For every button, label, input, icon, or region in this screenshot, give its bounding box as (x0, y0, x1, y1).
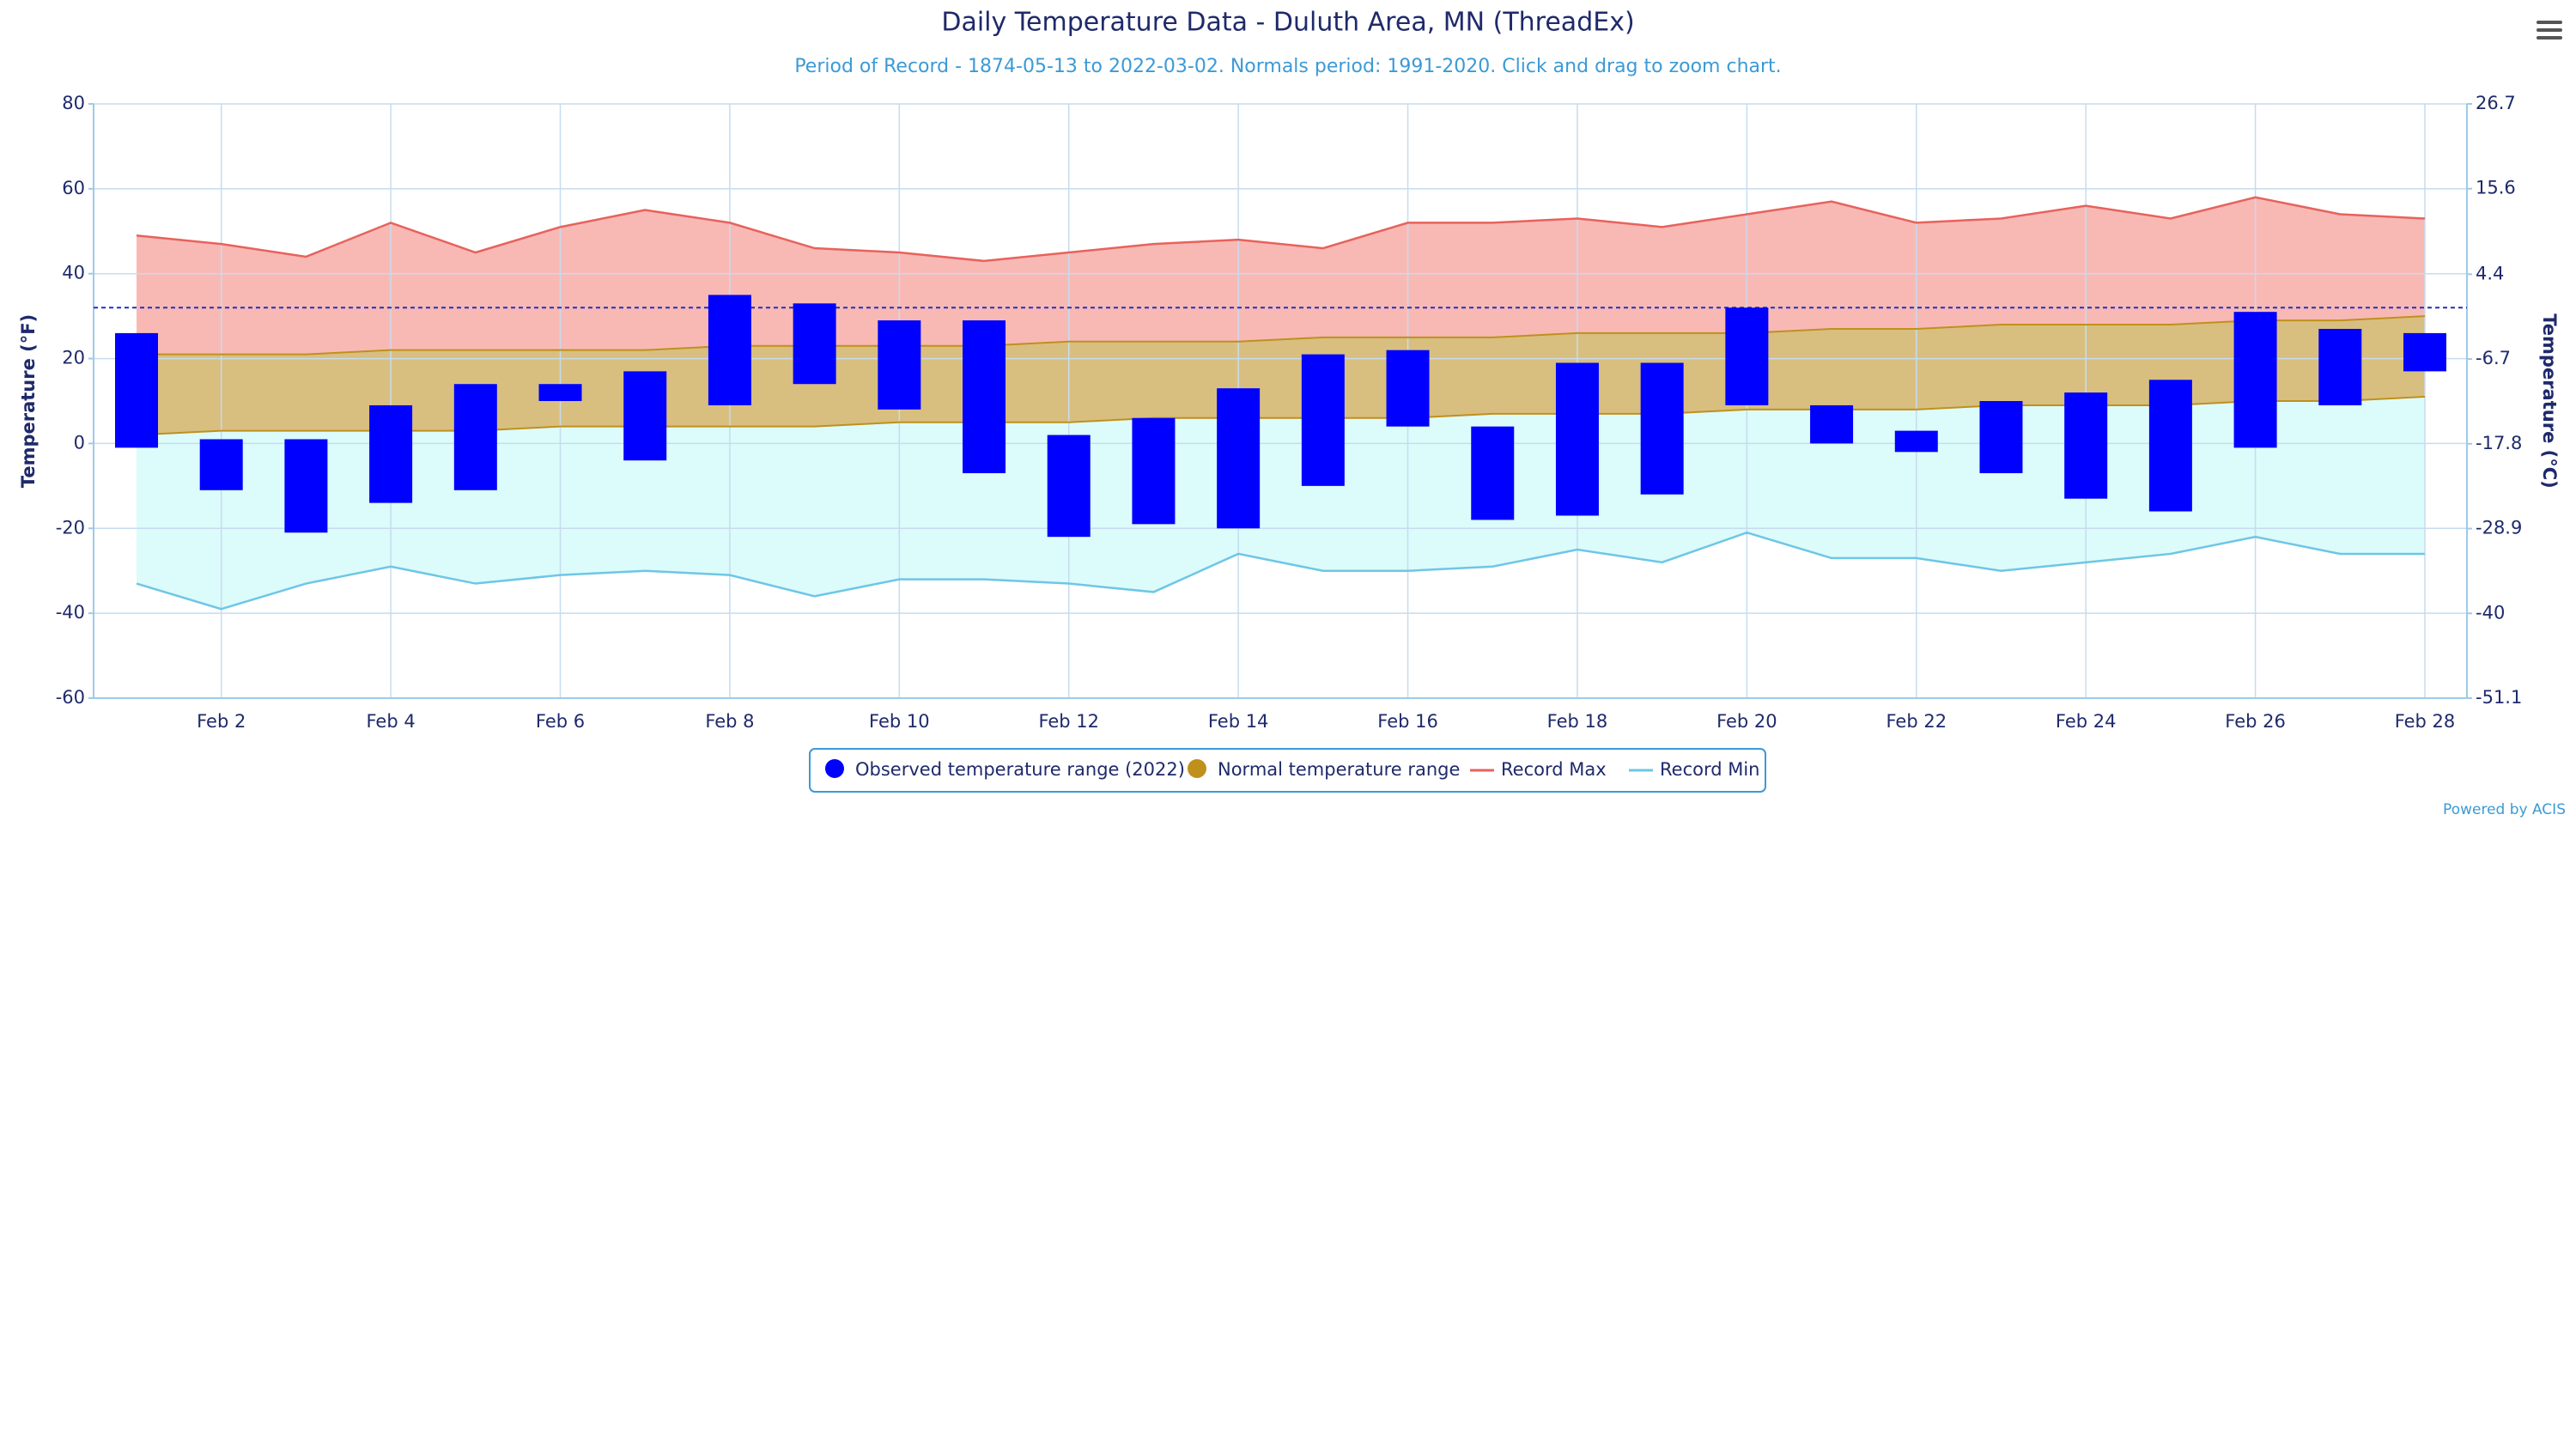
x-tick-label: Feb 4 (367, 711, 416, 732)
x-tick-label: Feb 16 (1377, 711, 1438, 732)
observed-bar (1979, 401, 2023, 474)
record-min-line (136, 531, 2425, 611)
observed-bar (2233, 312, 2277, 448)
record-min-area (137, 397, 2425, 610)
observed-bar (623, 371, 667, 461)
record-max-line (136, 196, 2426, 263)
legend-box (809, 748, 1766, 793)
x-tick-label: Feb 20 (1716, 711, 1777, 732)
normal-low-line (136, 396, 2426, 436)
y2-tick-label: -6.7 (2476, 348, 2511, 368)
y-tick-label: -60 (56, 687, 85, 708)
y-axis-title: Temperature (°F) (18, 314, 39, 488)
y2-tick-label: -40 (2476, 602, 2505, 623)
y2-tick-label: -28.9 (2476, 518, 2522, 538)
x-tick-label: Feb 12 (1038, 711, 1099, 732)
y2-tick-label: -51.1 (2476, 687, 2522, 708)
x-tick-label: Feb 6 (536, 711, 585, 732)
observed-bar (115, 332, 158, 448)
observed-bar (878, 320, 921, 410)
observed-bar (1217, 388, 1261, 529)
x-tick-label: Feb 24 (2056, 711, 2117, 732)
observed-bar (199, 439, 243, 490)
y-tick-label: -40 (56, 602, 85, 623)
legend-label: Normal temperature range (1218, 759, 1460, 780)
x-tick-label: Feb 2 (197, 711, 246, 732)
x-tick-label: Feb 18 (1547, 711, 1608, 732)
y-tick-label: 80 (62, 93, 85, 113)
x-tick-label: Feb 22 (1886, 711, 1947, 732)
y-tick-label: 60 (62, 178, 85, 198)
observed-bar (1132, 417, 1176, 525)
x-tick-label: Feb 14 (1208, 711, 1269, 732)
observed-bar (2064, 392, 2108, 499)
chart-title: Daily Temperature Data - Duluth Area, MN… (941, 8, 1634, 38)
observed-bar (453, 384, 497, 490)
menu-bar (2537, 36, 2562, 40)
y-tick-label: 40 (62, 263, 85, 283)
y-tick-label: 0 (74, 432, 85, 453)
legend-symbol (825, 759, 844, 778)
observed-bar (793, 303, 836, 385)
legend-label: Record Max (1501, 759, 1607, 780)
observed-bar (2403, 332, 2446, 372)
y2-tick-label: 15.6 (2476, 178, 2516, 198)
legend: Observed temperature range (2022) Normal … (809, 748, 1766, 793)
y2-tick-label: 4.4 (2476, 263, 2504, 283)
observed-bar (1725, 307, 1769, 405)
observed-bar (538, 384, 582, 401)
observed-bar (1894, 430, 1938, 453)
observed-bar (1810, 404, 1854, 444)
normal-high-line (137, 315, 2426, 356)
menu-button[interactable] (2537, 21, 2562, 40)
y2-tick-label: -17.8 (2476, 433, 2522, 453)
observed-bar (1471, 426, 1515, 520)
credit: Powered by ACIS (2443, 801, 2566, 818)
menu-bar (2537, 21, 2562, 24)
observed-bar (369, 404, 413, 503)
legend-label: Observed temperature range (2022) (855, 759, 1185, 780)
observed-bar (1047, 435, 1091, 538)
observed-bar (2148, 380, 2192, 512)
x-tick-label: Feb 28 (2395, 711, 2456, 732)
observed-bar (1386, 350, 1430, 427)
chart-subtitle: Period of Record - 1874-05-13 to 2022-03… (794, 56, 1781, 77)
observed-bar (708, 295, 751, 405)
observed-bar (1640, 362, 1684, 495)
y-tick-label: -20 (56, 517, 85, 538)
x-tick-label: Feb 26 (2225, 711, 2286, 732)
y2-tick-label: 26.7 (2476, 93, 2516, 113)
x-tick-label: Feb 8 (705, 711, 754, 732)
x-tick-label: Feb 10 (869, 711, 930, 732)
observed-bar (963, 320, 1006, 474)
y2-axis-title: Temperature (°C) (2539, 313, 2560, 488)
observed-bar (1301, 354, 1345, 486)
observed-bar (284, 439, 328, 533)
legend-label: Record Min (1660, 759, 1760, 780)
legend-symbol (1188, 759, 1206, 778)
menu-bar (2537, 28, 2562, 32)
observed-bar (2318, 328, 2362, 405)
observed-bar (1555, 362, 1599, 516)
y-tick-label: 20 (62, 348, 85, 368)
